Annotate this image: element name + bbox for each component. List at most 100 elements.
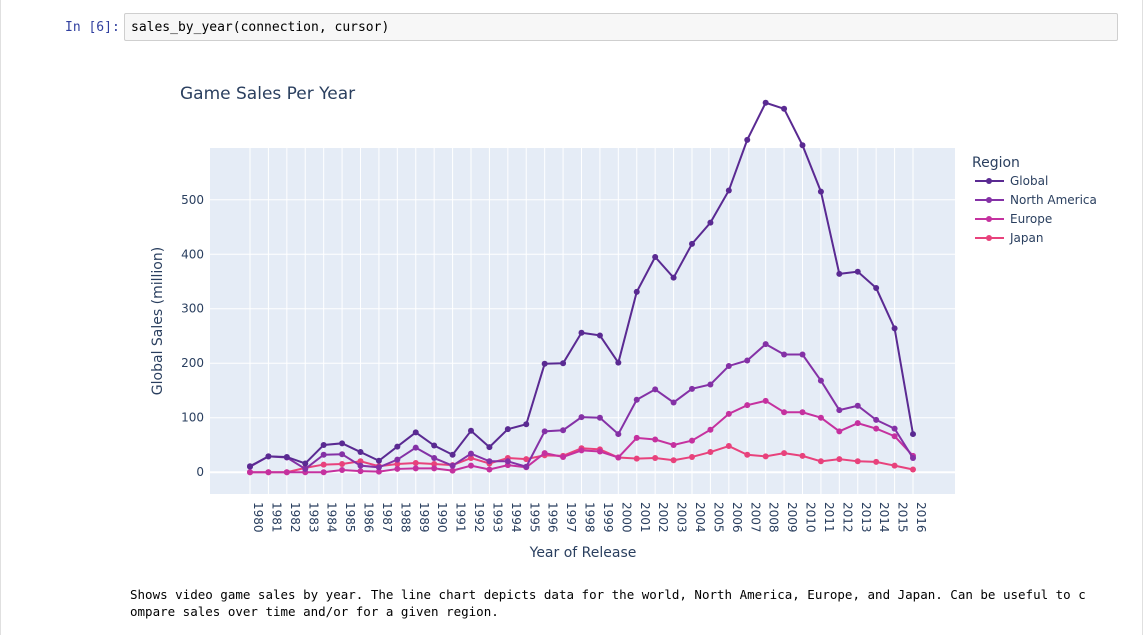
x-tick-label: 2003 xyxy=(675,502,689,533)
data-point xyxy=(560,453,567,460)
data-point xyxy=(633,434,640,441)
x-tick-label: 1993 xyxy=(490,502,504,533)
data-point xyxy=(541,428,548,435)
legend[interactable]: Region Global North America Europe Japan xyxy=(972,155,1097,245)
x-tick-label: 1984 xyxy=(325,502,339,533)
y-tick-label: 200 xyxy=(181,356,204,370)
data-point xyxy=(689,385,695,392)
y-tick-labels: 0 100 200 300 400 500 xyxy=(181,193,204,479)
data-point xyxy=(781,450,788,457)
series-global xyxy=(247,99,916,470)
data-point xyxy=(781,409,788,416)
data-point xyxy=(283,469,290,476)
data-point xyxy=(633,455,640,462)
data-point xyxy=(320,441,327,448)
x-tick-label: 2016 xyxy=(914,502,928,533)
x-tick-label: 2001 xyxy=(638,502,652,533)
x-tick-label: 1983 xyxy=(306,502,320,533)
data-point xyxy=(431,465,438,472)
y-tick-label: 400 xyxy=(181,247,204,261)
data-point xyxy=(357,449,364,456)
y-tick-label: 100 xyxy=(181,411,204,425)
data-point xyxy=(578,414,585,421)
data-point xyxy=(357,468,364,475)
data-point xyxy=(541,360,548,367)
data-point xyxy=(339,467,346,474)
data-point xyxy=(854,402,861,409)
data-point xyxy=(873,458,880,465)
data-point xyxy=(707,381,714,388)
y-tick-label: 0 xyxy=(196,465,204,479)
data-point xyxy=(836,428,843,435)
y-axis-label: Global Sales (million) xyxy=(150,247,166,395)
data-point xyxy=(468,427,474,434)
legend-swatch-marker xyxy=(986,216,992,222)
data-point xyxy=(578,329,585,336)
data-point xyxy=(744,357,751,364)
x-tick-label: 2008 xyxy=(767,502,781,533)
code-text[interactable]: sales_by_year(connection, cursor) xyxy=(131,20,390,35)
line-chart: Game Sales Per Year 0 100 200 300 400 500 198… xyxy=(150,84,1097,561)
data-point xyxy=(412,465,419,472)
data-point xyxy=(854,268,861,275)
data-point xyxy=(431,461,438,468)
data-point xyxy=(265,453,272,460)
data-point xyxy=(523,463,530,470)
data-point xyxy=(320,469,327,476)
data-point xyxy=(541,450,548,457)
data-point xyxy=(375,464,382,471)
data-point xyxy=(596,332,603,339)
data-point xyxy=(468,462,474,469)
series-europe xyxy=(247,397,916,476)
data-point xyxy=(891,462,898,469)
gridlines xyxy=(210,148,955,494)
data-point xyxy=(596,448,603,455)
data-point xyxy=(762,397,769,404)
data-point xyxy=(302,460,309,467)
data-point xyxy=(781,351,788,358)
x-tick-label: 2006 xyxy=(730,502,744,533)
data-point xyxy=(394,461,401,468)
legend-title: Region xyxy=(972,155,1020,171)
x-tick-label: 1982 xyxy=(288,502,302,533)
data-point xyxy=(725,410,732,417)
notebook-frame-left xyxy=(0,0,1,635)
x-tick-label: 2005 xyxy=(711,502,725,533)
data-point xyxy=(670,441,677,448)
data-point xyxy=(468,450,474,457)
data-point xyxy=(689,240,695,247)
data-point xyxy=(449,462,456,469)
x-tick-label: 1998 xyxy=(583,502,597,533)
data-point xyxy=(799,409,806,416)
legend-swatch-marker xyxy=(986,235,992,241)
data-point xyxy=(707,449,714,456)
code-cell-input[interactable]: sales_by_year(connection, cursor) xyxy=(124,13,1118,41)
data-point xyxy=(357,462,364,469)
data-point xyxy=(652,253,659,260)
data-point xyxy=(817,377,824,384)
x-tick-label: 2004 xyxy=(693,502,707,533)
data-point xyxy=(836,407,843,414)
data-point xyxy=(781,105,788,112)
x-tick-label: 1986 xyxy=(362,502,376,533)
x-tick-label: 1995 xyxy=(527,502,541,533)
data-point xyxy=(339,461,346,468)
y-tick-label: 500 xyxy=(181,193,204,207)
data-point xyxy=(504,426,511,433)
x-axis-label: Year of Release xyxy=(529,545,637,561)
data-point xyxy=(744,402,751,409)
data-point xyxy=(762,99,769,106)
output-line-1: Shows video game sales by year. The line… xyxy=(130,587,1086,602)
data-point xyxy=(873,425,880,432)
data-point xyxy=(652,386,659,393)
data-point xyxy=(431,455,438,462)
data-point xyxy=(854,458,861,465)
x-tick-label: 1989 xyxy=(417,502,431,533)
x-tick-label: 1988 xyxy=(398,502,412,533)
data-point xyxy=(283,453,290,460)
data-point xyxy=(375,468,382,475)
x-tick-label: 1987 xyxy=(380,502,394,533)
data-point xyxy=(854,420,861,427)
legend-label: Japan xyxy=(1009,231,1043,245)
x-tick-label: 1999 xyxy=(601,502,615,533)
